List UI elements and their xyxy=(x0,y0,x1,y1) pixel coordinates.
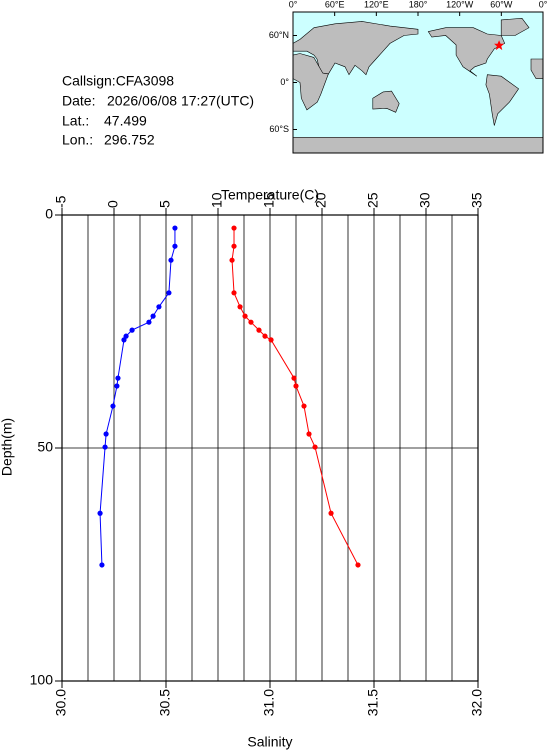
profile-point xyxy=(291,375,297,381)
map-x-tick-label: 60°W xyxy=(490,0,513,9)
x2-tick-label: 31.0 xyxy=(261,689,277,716)
y-tick-label: 50 xyxy=(37,439,53,455)
profile-point xyxy=(312,444,318,450)
profile-point xyxy=(268,337,274,343)
profile-point xyxy=(114,383,120,389)
profile-point xyxy=(306,431,312,437)
x-tick-label: 10 xyxy=(209,192,225,208)
profile-point xyxy=(102,444,108,450)
x-tick-label: -5 xyxy=(53,195,69,208)
lat-label: Lat.: xyxy=(62,113,89,129)
map-marker xyxy=(494,40,505,51)
x-tick-label: 30 xyxy=(417,192,433,208)
lon-label: Lon.: xyxy=(62,132,93,148)
y-tick-label: 100 xyxy=(30,672,54,688)
x-tick-label: 15 xyxy=(261,192,277,208)
x2-axis-label: Salinity xyxy=(247,734,292,750)
profile-point xyxy=(99,562,105,568)
map-x-tick-label: 180° xyxy=(409,0,428,9)
x2-tick-label: 30.0 xyxy=(53,689,69,716)
x2-tick-label: 32.0 xyxy=(469,689,485,716)
profile-point xyxy=(355,562,361,568)
profile-point xyxy=(166,290,172,296)
profile-point xyxy=(129,327,135,333)
profile-point xyxy=(248,319,254,325)
callsign: Callsign:CFA3098 xyxy=(62,73,174,89)
profile-point xyxy=(156,304,162,310)
profile-point xyxy=(242,313,248,319)
map-x-tick-label: 60°E xyxy=(325,0,345,9)
profile-point xyxy=(301,403,307,409)
map-y-tick-label: 60°S xyxy=(269,124,289,134)
profile-line xyxy=(231,228,359,566)
y-tick-label: 0 xyxy=(45,206,53,222)
map-x-tick-label: 0° xyxy=(539,0,548,9)
map-x-tick-label: 120°W xyxy=(446,0,474,9)
map-y-tick-label: 60°N xyxy=(269,30,289,40)
profile-point xyxy=(237,304,243,310)
profile-point xyxy=(256,327,262,333)
profile-point xyxy=(150,313,156,319)
profile-point xyxy=(328,510,334,516)
profile-point xyxy=(115,375,121,381)
profile-point xyxy=(231,225,237,231)
profile-point xyxy=(172,243,178,249)
profile-point xyxy=(172,225,178,231)
x-tick-label: 20 xyxy=(313,192,329,208)
profile-point xyxy=(97,510,103,516)
profile-point xyxy=(293,383,299,389)
map-x-tick-label: 120°E xyxy=(364,0,389,9)
profile-point xyxy=(168,257,174,263)
x-tick-label: 25 xyxy=(365,192,381,208)
x2-tick-label: 30.5 xyxy=(157,689,173,716)
map-x-tick-label: 0° xyxy=(289,0,298,9)
y-axis-label: Depth(m) xyxy=(0,418,15,476)
map-y-tick-label: 0° xyxy=(280,77,289,87)
lon: 296.752 xyxy=(104,132,155,148)
date: 2026/06/08 17:27(UTC) xyxy=(107,93,254,109)
profile-line xyxy=(99,228,176,565)
date-label: Date: xyxy=(62,93,95,109)
lat: 47.499 xyxy=(104,113,147,129)
x-tick-label: 5 xyxy=(157,200,173,208)
profile-point xyxy=(231,243,237,249)
profile-point xyxy=(110,403,116,409)
profile-point xyxy=(229,257,235,263)
x-tick-label: 0 xyxy=(105,200,121,208)
profile-point xyxy=(103,431,109,437)
x2-tick-label: 31.5 xyxy=(365,689,381,716)
profile-point xyxy=(231,290,237,296)
profile-point xyxy=(146,319,152,325)
x-axis-label: Temperature(C) xyxy=(221,187,319,203)
profile-point xyxy=(121,337,127,343)
x-tick-label: 35 xyxy=(469,192,485,208)
profile-point xyxy=(262,333,268,339)
